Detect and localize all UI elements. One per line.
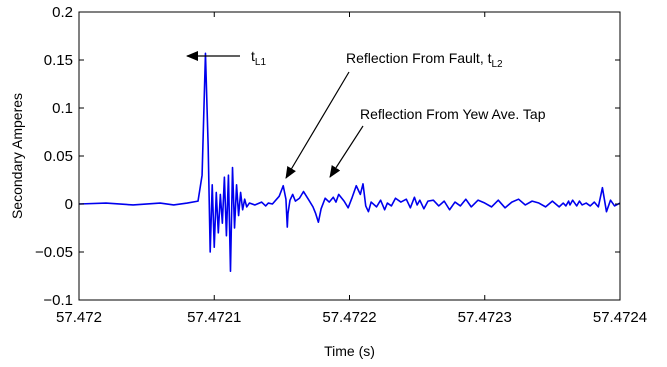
y-tick-label: 0.15 xyxy=(44,52,73,69)
x-axis-label: Time (s) xyxy=(324,343,375,359)
annotation-tap-arrow xyxy=(329,125,364,178)
annotation-fault-subscript: L2 xyxy=(492,59,504,70)
y-tick-label: −0.1 xyxy=(43,292,73,309)
y-tick-label: 0.05 xyxy=(44,148,73,165)
tick-labels-layer: 57.472 57.4721 57.4722 57.4723 57.4724 −0.1 −0… xyxy=(35,4,647,326)
series-line-0 xyxy=(78,52,621,273)
x-tick-label: 57.4724 xyxy=(593,309,647,326)
y-tick-label: 0 xyxy=(65,196,73,213)
x-tick-label: 57.4722 xyxy=(322,309,376,326)
x-tick-label: 57.4721 xyxy=(187,309,241,326)
annotation-fault-text: Reflection From Fault, t xyxy=(346,50,492,66)
y-tick-label: 0.2 xyxy=(52,4,73,21)
annotation-fault: Reflection From Fault, tL2 xyxy=(346,50,503,70)
x-tick-label: 57.4723 xyxy=(458,309,512,326)
y-tick-label: −0.05 xyxy=(35,244,73,261)
x-tick-label: 57.472 xyxy=(56,309,102,326)
ticks-layer xyxy=(78,11,621,301)
annotation-tap: Reflection From Yew Ave. Tap xyxy=(360,106,546,122)
annotation-fault-arrow xyxy=(285,71,350,179)
y-tick-label: 0.1 xyxy=(52,100,73,117)
annotation-tl1: tL1 xyxy=(251,48,266,68)
annotation-tl1-text: t xyxy=(251,48,255,64)
y-axis-label: Secondary Amperes xyxy=(9,93,25,219)
series-layer xyxy=(78,52,621,273)
annotation-tl1-subscript: L1 xyxy=(255,57,267,68)
